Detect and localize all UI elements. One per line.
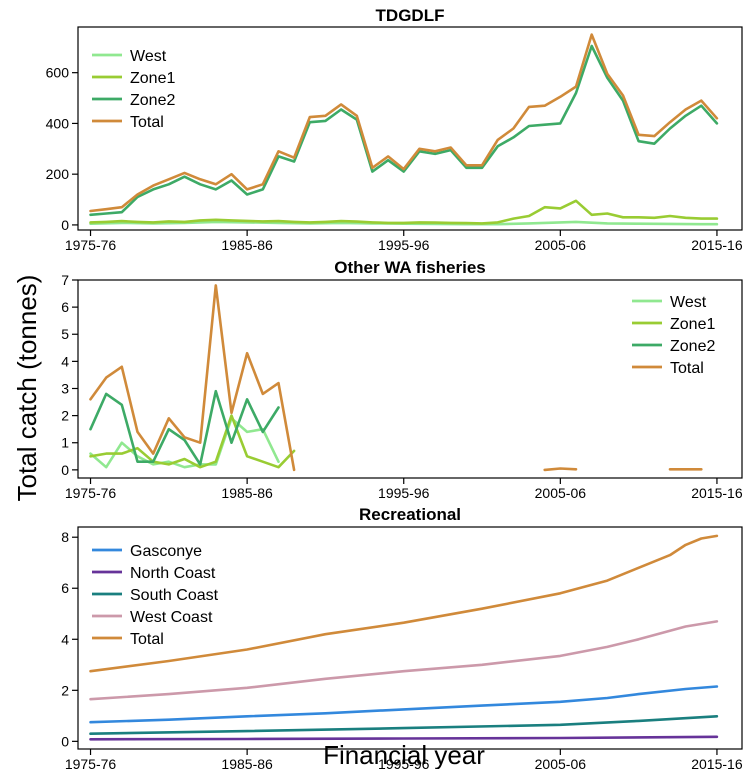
series-line-gasconye xyxy=(89,685,719,724)
y-tick-label: 4 xyxy=(61,353,69,369)
series-line-total xyxy=(89,534,719,673)
y-tick-label: 6 xyxy=(61,580,69,596)
series-line-west-coast xyxy=(89,620,719,701)
x-tick-label: 2015-16 xyxy=(691,485,743,501)
x-tick-label: 1985-86 xyxy=(221,756,273,769)
x-tick-label: 2015-16 xyxy=(691,756,743,769)
legend-label: West xyxy=(670,294,707,311)
y-tick-label: 0 xyxy=(61,733,69,749)
y-axis-label: Total catch (tonnes) xyxy=(12,275,42,502)
y-tick-label: 600 xyxy=(46,65,70,81)
series-line-total xyxy=(543,467,578,472)
series-line-zone2 xyxy=(89,44,719,217)
legend-label: West xyxy=(130,48,167,65)
legend-label: Zone2 xyxy=(670,338,715,355)
x-tick-label: 1985-86 xyxy=(221,237,273,253)
y-tick-label: 1 xyxy=(61,435,69,451)
x-tick-label: 1975-76 xyxy=(65,237,117,253)
panel-3: Recreational 0 2 4 6 8 1975-76 1985-86 1995-96 20… xyxy=(61,505,743,769)
panel-title: TDGDLF xyxy=(376,6,445,25)
x-tick-label: 1985-86 xyxy=(221,485,273,501)
y-tick-label: 3 xyxy=(61,380,69,396)
series-line-zone1 xyxy=(89,199,719,225)
y-tick-label: 2 xyxy=(61,408,69,424)
series-line-south-coast xyxy=(89,714,719,736)
y-tick-label: 0 xyxy=(61,217,69,233)
x-tick-label: 1975-76 xyxy=(65,485,117,501)
y-tick-label: 8 xyxy=(61,529,69,545)
legend-label: North Coast xyxy=(130,565,216,582)
y-tick-label: 5 xyxy=(61,326,69,342)
x-tick-label: 2015-16 xyxy=(691,237,743,253)
series-line-north-coast xyxy=(89,735,719,741)
legend-label: Zone1 xyxy=(670,316,715,333)
y-tick-label: 6 xyxy=(61,299,69,315)
legend-label: South Coast xyxy=(130,587,219,604)
legend-label: Total xyxy=(130,114,164,131)
series-line-total xyxy=(89,33,719,213)
x-tick-label: 1995-96 xyxy=(378,237,430,253)
y-tick-label: 0 xyxy=(61,462,69,478)
x-tick-label: 1995-96 xyxy=(378,485,430,501)
series-line-zone1 xyxy=(89,414,296,469)
plot-frame xyxy=(77,26,743,231)
x-tick-label: 1995-96 xyxy=(378,756,430,769)
y-tick-label: 7 xyxy=(61,272,69,288)
series-line-west xyxy=(89,220,719,226)
plot-frame xyxy=(77,279,743,479)
legend-label: Total xyxy=(670,360,704,377)
panel-title: Other WA fisheries xyxy=(334,258,485,277)
x-tick-label: 1975-76 xyxy=(65,756,117,769)
plot-frame xyxy=(77,526,743,750)
series-line-total xyxy=(89,284,296,472)
legend-label: Zone1 xyxy=(130,70,175,87)
legend-label: Gasconye xyxy=(130,543,202,560)
y-tick-label: 2 xyxy=(61,682,69,698)
series-line-zone2 xyxy=(89,389,280,466)
y-tick-label: 200 xyxy=(46,166,70,182)
legend-label: Zone2 xyxy=(130,92,175,109)
panel-title: Recreational xyxy=(359,505,461,524)
y-tick-label: 400 xyxy=(46,115,70,131)
panel-2: Other WA fisheries 0 1 2 3 4 5 6 7 1975-76 1985-86… xyxy=(61,258,743,501)
x-tick-label: 2005-06 xyxy=(535,485,587,501)
legend-label: Total xyxy=(130,631,164,648)
x-tick-label: 2005-06 xyxy=(535,237,587,253)
series-line-west xyxy=(89,416,280,469)
y-tick-label: 4 xyxy=(61,631,69,647)
x-tick-label: 2005-06 xyxy=(535,756,587,769)
legend-label: West Coast xyxy=(130,609,213,626)
panel-1: TDGDLF 0 200 400 600 1975-76 1985-86 1995-96 200… xyxy=(46,6,743,253)
